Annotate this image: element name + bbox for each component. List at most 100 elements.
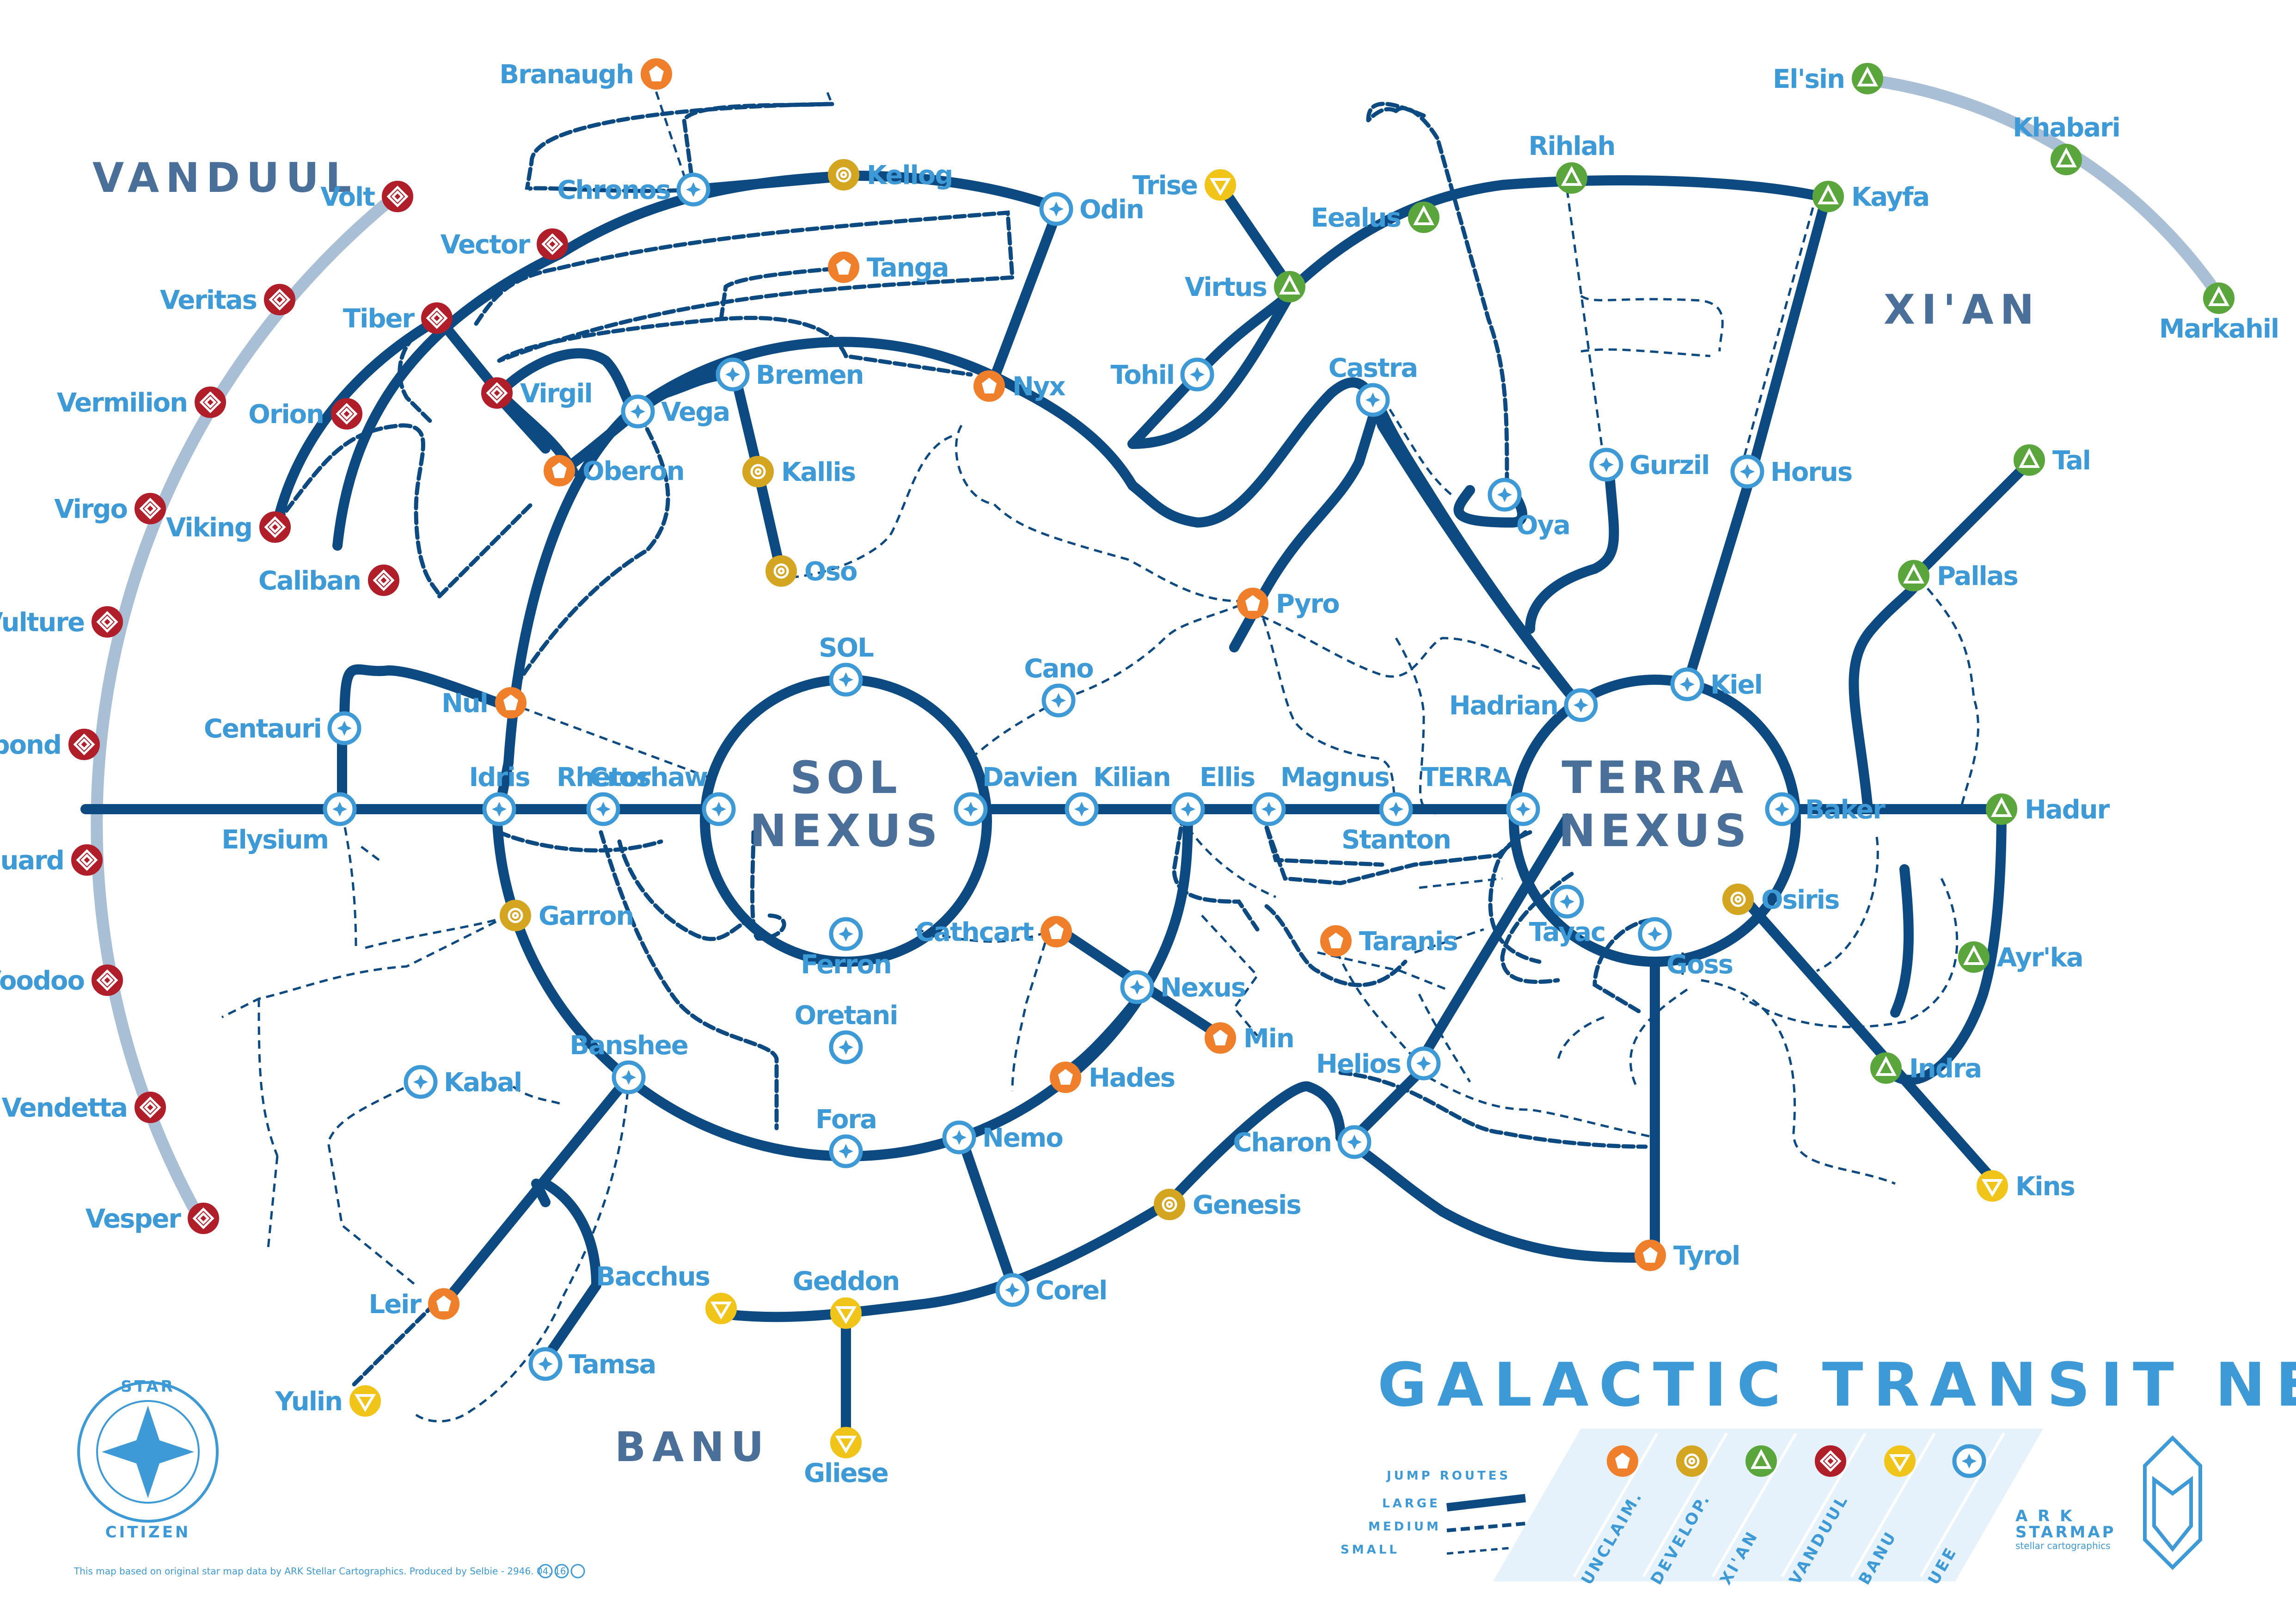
vanduul-system-icon [92,606,123,638]
system-horus[interactable]: Horus [1730,455,1853,489]
system-chronos[interactable]: Chronos [557,172,710,207]
system-taranis[interactable]: Taranis [1320,925,1458,957]
system-nemo[interactable]: Nemo [942,1120,1064,1155]
system-garron[interactable]: Garron [500,900,634,931]
system-tohil[interactable]: Tohil [1111,357,1214,392]
system-kabal[interactable]: Kabal [404,1065,522,1099]
system-rihlah[interactable]: Rihlah [1528,131,1616,194]
system-hades[interactable]: Hades [1050,1062,1176,1093]
system-viking[interactable]: Viking [166,511,291,543]
system-min[interactable]: Min [1205,1022,1295,1054]
system-tamsa[interactable]: Tamsa [528,1347,656,1381]
system-bacchus[interactable]: Bacchus [596,1262,737,1324]
system-hadur[interactable]: Hadur [1986,793,2111,825]
system-gliese[interactable]: Gliese [804,1427,889,1488]
system-nexus[interactable]: Nexus [1120,970,1246,1004]
system-gurzil[interactable]: Gurzil [1589,448,1710,482]
system-kellog[interactable]: Kellog [828,159,953,190]
system-oretani[interactable]: Oretani [795,1001,898,1064]
system-magnus[interactable]: Magnus [1252,762,1390,826]
system-voodoo[interactable]: Voodoo [0,965,123,996]
system-croshaw[interactable]: Croshaw [589,762,736,826]
system-pallas[interactable]: Pallas [1898,560,2019,591]
system-tanga[interactable]: Tanga [828,252,949,283]
system-ellis[interactable]: Ellis [1171,762,1255,826]
system-eealus[interactable]: Eealus [1311,202,1439,233]
system-caliban[interactable]: Caliban [258,565,399,596]
banu-system-icon [349,1385,381,1417]
system-tyrol[interactable]: Tyrol [1635,1240,1740,1271]
system-fora[interactable]: Fora [815,1105,877,1168]
system-kilian[interactable]: Kilian [1065,762,1171,826]
system-elysium[interactable]: Elysium [221,792,357,855]
system-oya[interactable]: Oya [1488,478,1571,541]
system-volt[interactable]: Volt [320,181,413,212]
system-virgil[interactable]: Virgil [481,377,593,409]
system-rhetor[interactable]: Rhetor [557,762,652,826]
system-banshee[interactable]: Banshee [569,1031,689,1094]
system-kins[interactable]: Kins [1977,1170,2076,1202]
system-leir[interactable]: Leir [369,1288,459,1320]
system-ayrka[interactable]: Ayr'ka [1958,941,2084,973]
system-davien[interactable]: Davien [954,762,1078,826]
system-branaugh[interactable]: Branaugh [499,58,672,90]
system-trise[interactable]: Trise [1133,169,1236,201]
system-yulin[interactable]: Yulin [275,1385,381,1417]
system-nul[interactable]: Nul [441,687,527,719]
system-charon[interactable]: Charon [1233,1125,1371,1159]
system-castra[interactable]: Castra [1329,353,1418,417]
system-baker[interactable]: Baker [1765,792,1886,826]
system-centauri[interactable]: Centauri [204,711,361,745]
system-cathcart[interactable]: Cathcart [915,916,1072,947]
system-helios[interactable]: Helios [1316,1046,1441,1081]
xian-system-icon [1274,271,1305,302]
system-kallis[interactable]: Kallis [742,456,856,487]
system-vega[interactable]: Vega [621,394,730,429]
banu-system-icon [830,1427,862,1458]
system-tal[interactable]: Tal [2014,444,2091,476]
banu-system-icon [1205,169,1236,201]
system-elsin[interactable]: El'sin [1773,63,1883,94]
system-tayac[interactable]: Tayac [1529,885,1606,947]
system-vesper[interactable]: Vesper [86,1203,219,1234]
system-tiber[interactable]: Tiber [343,302,453,334]
system-odin[interactable]: Odin [1039,192,1145,226]
system-stanton[interactable]: Stanton [1341,792,1451,855]
system-sol[interactable]: SOL [819,633,875,697]
system-virtus[interactable]: Virtus [1185,271,1305,302]
system-hadrian[interactable]: Hadrian [1449,688,1598,722]
system-label: Goss [1666,950,1733,980]
system-idris[interactable]: Idris [469,762,531,826]
system-ferron[interactable]: Ferron [801,917,892,980]
system-osiris[interactable]: Osiris [1722,884,1840,915]
system-corel[interactable]: Corel [995,1273,1108,1307]
system-terra[interactable]: TERRA [1421,762,1540,826]
system-bremen[interactable]: Bremen [716,357,864,392]
system-kayfa[interactable]: Kayfa [1812,181,1930,212]
system-cano[interactable]: Cano [1024,654,1094,718]
system-nyx[interactable]: Nyx [974,370,1066,402]
system-orion[interactable]: Orion [248,398,362,430]
system-vendetta[interactable]: Vendetta [1,1092,166,1123]
system-oso[interactable]: Oso [765,555,858,587]
system-oberon[interactable]: Oberon [544,455,685,486]
system-markahil[interactable]: Markahil [2159,283,2279,344]
legend-divider [1919,1432,2005,1578]
system-veritas[interactable]: Veritas [160,284,295,315]
system-geddon[interactable]: Geddon [793,1266,900,1329]
system-vagabond[interactable]: Vagabond [0,729,100,760]
system-vermilion[interactable]: Vermilion [57,387,226,418]
system-indra[interactable]: Indra [1870,1052,1982,1084]
system-label: TERRA [1421,762,1513,793]
legend-divider [1573,1432,1659,1578]
system-vulture[interactable]: Vulture [0,606,123,638]
system-vanguard[interactable]: Vanguard [0,844,103,876]
system-kiel[interactable]: Kiel [1670,667,1763,701]
system-khabari[interactable]: Khabari [2013,113,2121,175]
system-label: Min [1243,1024,1294,1054]
system-genesis[interactable]: Genesis [1154,1189,1302,1220]
system-virgo[interactable]: Virgo [54,493,166,524]
system-pyro[interactable]: Pyro [1237,588,1340,619]
system-vector[interactable]: Vector [441,228,568,260]
system-goss[interactable]: Goss [1638,917,1733,980]
